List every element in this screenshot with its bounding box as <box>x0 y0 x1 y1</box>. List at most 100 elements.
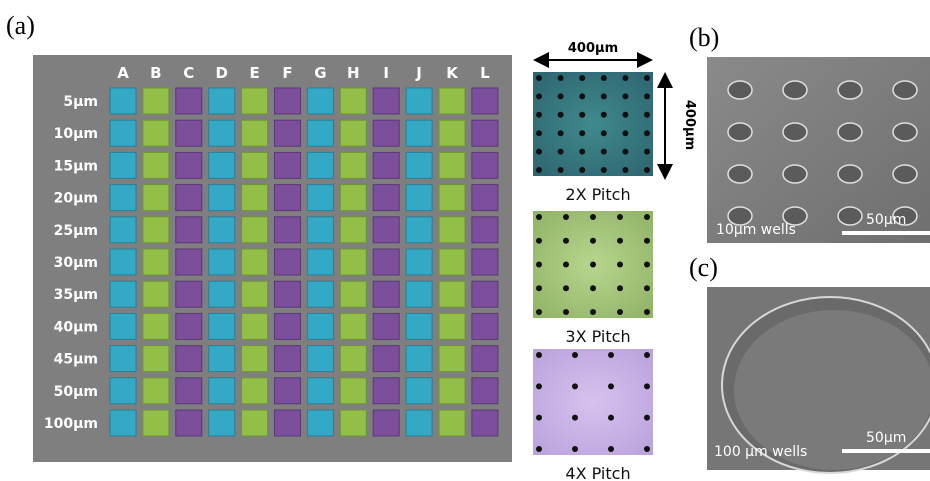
well-square <box>208 151 236 179</box>
well-square <box>471 119 499 147</box>
well-square <box>405 280 433 308</box>
well-square <box>339 345 367 373</box>
sem-well <box>892 80 918 100</box>
sem-well <box>892 164 918 184</box>
sem-well <box>782 80 808 100</box>
pitch-dot <box>536 214 542 220</box>
pitch-dot <box>579 75 586 81</box>
pitch-dot <box>644 148 650 155</box>
well-square <box>274 409 301 437</box>
well-square <box>241 280 269 308</box>
well-square <box>372 151 400 179</box>
pitch-dot <box>536 148 542 155</box>
height-label: 400µm <box>682 100 697 150</box>
sem-well <box>837 164 863 184</box>
pitch-pattern <box>533 72 653 176</box>
column-label: G <box>314 64 326 82</box>
panel-label: (b) <box>689 23 719 52</box>
well-square <box>142 119 170 147</box>
well-square <box>142 248 170 276</box>
well-square <box>274 377 301 405</box>
column-label: E <box>249 64 259 82</box>
well-square <box>339 87 367 115</box>
sem-wells <box>727 80 918 226</box>
well-square <box>405 345 433 373</box>
well-square <box>241 345 269 373</box>
well-square <box>241 119 269 147</box>
well-square <box>142 280 170 308</box>
well-square <box>405 248 433 276</box>
pitch-dot <box>557 130 564 137</box>
pitch-dot <box>644 75 650 81</box>
well-square <box>208 345 236 373</box>
scale-label: 50µm <box>866 430 906 446</box>
sem-well <box>782 122 808 142</box>
well-square <box>175 345 203 373</box>
well-square <box>306 87 334 115</box>
well-square <box>405 216 433 244</box>
well-square <box>208 409 236 437</box>
pitch-caption: 2X Pitch <box>565 185 630 204</box>
well-square <box>142 377 170 405</box>
well-square <box>274 216 301 244</box>
scale-bar <box>842 231 930 235</box>
well-square <box>339 216 367 244</box>
pitch-dot <box>536 75 542 81</box>
pitch-dot <box>644 93 650 100</box>
pitch-dot <box>536 93 542 100</box>
pitch-dot <box>557 167 564 173</box>
pitch-dot <box>536 309 542 315</box>
well-square <box>109 151 137 179</box>
well-square <box>142 312 170 340</box>
well-square <box>241 409 269 437</box>
well-square <box>208 216 236 244</box>
pitch-pattern <box>533 349 653 455</box>
well-square <box>274 280 301 308</box>
well-square <box>339 280 367 308</box>
column-label: B <box>150 64 161 82</box>
well-square <box>471 87 499 115</box>
well-square <box>175 216 203 244</box>
well-square <box>142 216 170 244</box>
pitch-dot <box>622 167 629 173</box>
pitch-dot <box>536 446 542 452</box>
well-square <box>438 119 466 147</box>
well-square <box>241 248 269 276</box>
well-square <box>438 280 466 308</box>
pitch-dot <box>644 352 650 358</box>
well-square <box>142 345 170 373</box>
pitch-dot <box>579 148 586 155</box>
well-square <box>306 216 334 244</box>
pitch-dot <box>536 383 542 390</box>
well-square <box>339 248 367 276</box>
pitch-dot <box>608 352 614 358</box>
row-label: 100µm <box>44 416 98 432</box>
pitch-dot <box>536 261 542 268</box>
well-square <box>471 345 499 373</box>
well-square <box>471 184 499 212</box>
well-square <box>372 216 400 244</box>
well-square <box>241 312 269 340</box>
well-square <box>306 345 334 373</box>
pitch-caption: 3X Pitch <box>565 327 630 346</box>
sem-caption: 100 µm wells <box>714 444 807 460</box>
well-square <box>208 280 236 308</box>
row-label: 35µm <box>54 287 98 303</box>
well-square <box>372 312 400 340</box>
well-square <box>405 151 433 179</box>
pitch-dot <box>644 414 650 421</box>
column-label: F <box>282 64 292 82</box>
row-label: 15µm <box>54 158 98 174</box>
pitch-caption: 4X Pitch <box>565 464 630 481</box>
panel-label: (c) <box>689 253 718 282</box>
row-label: 30µm <box>54 255 98 271</box>
well-square <box>274 119 301 147</box>
well-square <box>175 119 203 147</box>
well-square <box>339 409 367 437</box>
pitch-dot <box>600 75 607 81</box>
pitch-dot <box>579 167 586 173</box>
pitch-dot <box>557 111 564 118</box>
well-square <box>438 409 466 437</box>
pitch-dot <box>622 75 629 81</box>
